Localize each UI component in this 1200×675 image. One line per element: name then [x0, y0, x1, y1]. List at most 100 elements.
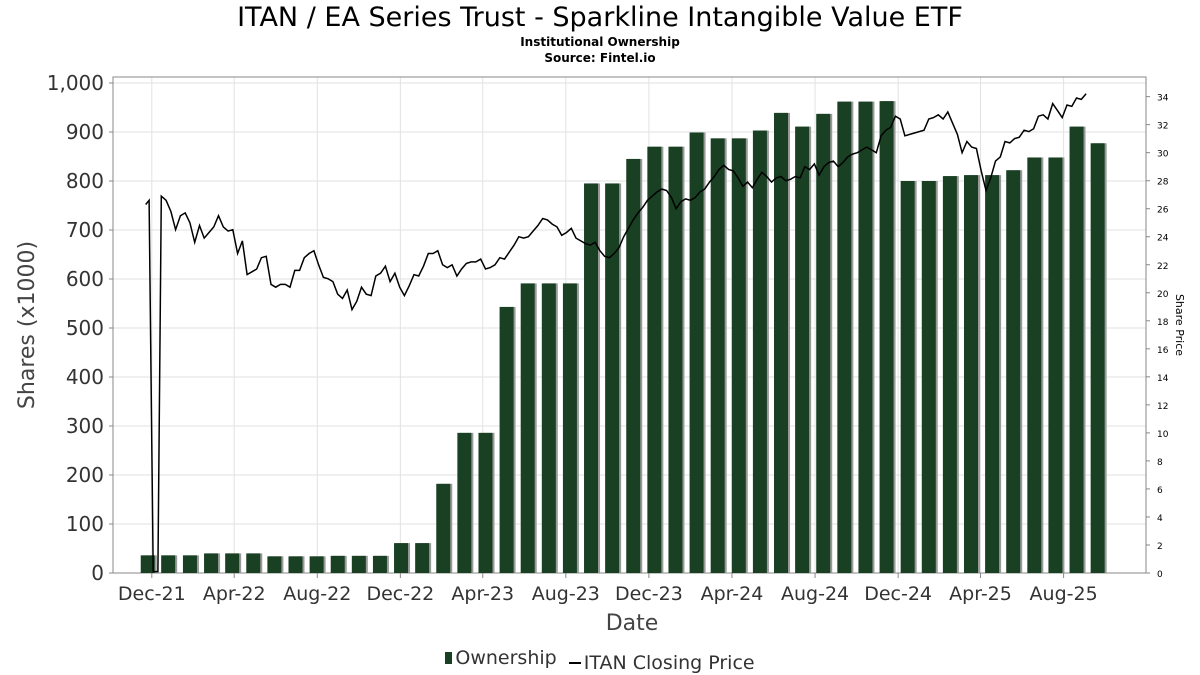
x-tick-label: Dec-24: [864, 583, 932, 605]
ownership-bar: [1006, 170, 1021, 573]
y2-tick-label: 32: [1157, 122, 1168, 132]
ownership-bar: [963, 175, 978, 573]
y-tick-label: 1,000: [47, 71, 104, 95]
ownership-bar: [541, 283, 556, 573]
ownership-bar: [562, 283, 577, 573]
ownership-bar: [900, 181, 915, 573]
ownership-bar: [225, 553, 240, 573]
price-line: [145, 93, 1087, 573]
ownership-bars: [140, 101, 1107, 574]
left-axis: 0 100 200 300 400 500 600 700 800 900 1,000: [47, 71, 113, 585]
ownership-bar: [394, 543, 409, 573]
legend-bar-swatch: [445, 652, 453, 664]
y2-tick-label: 14: [1157, 374, 1169, 384]
ownership-bar: [942, 176, 957, 573]
ownership-bar: [710, 138, 725, 573]
ownership-bar: [267, 556, 282, 573]
ownership-bar: [246, 553, 261, 573]
y-tick-label: 500: [66, 316, 104, 340]
x-tick-label: Apr-25: [949, 583, 1012, 605]
y2-tick-label: 24: [1157, 234, 1169, 244]
price-line-group: [145, 93, 1087, 573]
legend-label-price: ITAN Closing Price: [583, 652, 755, 674]
ownership-bar: [626, 158, 641, 573]
ownership-bar: [372, 555, 387, 573]
y2-tick-label: 28: [1157, 178, 1169, 188]
y2-axis-label: Share Price: [1173, 294, 1186, 356]
ownership-bar: [436, 483, 451, 573]
ownership-bar: [140, 555, 155, 573]
ownership-bar: [415, 543, 430, 573]
ownership-bar: [752, 130, 767, 573]
x-tick-label: Aug-24: [781, 583, 849, 605]
ownership-bar: [309, 556, 324, 573]
y2-tick-label: 10: [1157, 430, 1169, 440]
ownership-bar: [858, 101, 873, 574]
ownership-bar: [584, 183, 599, 573]
x-tick-label: Apr-23: [451, 583, 514, 605]
legend-item-ownership: Ownership: [445, 647, 557, 669]
y2-tick-label: 8: [1157, 458, 1163, 468]
x-axis-label: Date: [606, 611, 659, 636]
y-tick-label: 700: [66, 218, 104, 242]
y-tick-label: 200: [66, 463, 104, 487]
ownership-bar: [520, 283, 535, 573]
x-tick-label: Dec-22: [366, 583, 434, 605]
y-tick-label: 900: [66, 120, 104, 144]
y2-tick-label: 22: [1157, 262, 1168, 272]
y2-tick-label: 18: [1157, 318, 1169, 328]
ownership-bar: [774, 112, 789, 573]
ownership-bar: [1069, 126, 1084, 574]
x-tick-label: Dec-21: [118, 583, 186, 605]
ownership-bar: [647, 146, 662, 573]
y2-tick-label: 34: [1157, 94, 1169, 104]
ownership-bar: [985, 175, 1000, 573]
y2-tick-label: 20: [1157, 290, 1169, 300]
legend-line-swatch: [568, 662, 581, 664]
x-tick-label: Apr-24: [701, 583, 764, 605]
y2-tick-label: 12: [1157, 402, 1168, 412]
ownership-bar: [689, 132, 704, 574]
y-tick-label: 300: [66, 414, 104, 438]
ownership-bar: [478, 432, 493, 573]
y2-tick-label: 4: [1157, 514, 1163, 524]
chart-title: ITAN / EA Series Trust - Sparkline Intan…: [237, 2, 963, 33]
y2-tick-label: 6: [1157, 486, 1163, 496]
chart-subtitle: Institutional Ownership: [520, 35, 680, 49]
ownership-bar: [499, 306, 514, 573]
ownership-bar: [1048, 157, 1063, 574]
y-tick-label: 0: [91, 561, 104, 585]
ownership-bar: [668, 146, 683, 573]
chart-source: Source: Fintel.io: [544, 51, 656, 65]
ownership-bar: [161, 555, 176, 573]
ownership-bar: [330, 555, 345, 573]
y2-tick-label: 2: [1157, 542, 1163, 552]
y-tick-label: 400: [66, 365, 104, 389]
y2-tick-label: 0: [1157, 570, 1163, 580]
ownership-bar: [351, 555, 366, 573]
y-tick-label: 600: [66, 267, 104, 291]
x-tick-label: Aug-23: [532, 583, 600, 605]
ownership-bar: [921, 181, 936, 573]
ownership-bar: [816, 113, 831, 574]
y-axis-label: Shares (x1000): [15, 241, 40, 409]
y-tick-label: 800: [66, 169, 104, 193]
ownership-bar: [182, 555, 197, 573]
ownership-bar: [1090, 143, 1105, 573]
x-tick-label: Aug-22: [283, 583, 351, 605]
y2-tick-label: 16: [1157, 346, 1169, 356]
x-axis: Dec-21 Apr-22 Aug-22 Dec-22 Apr-23 Aug-23 Dec-…: [118, 573, 1098, 605]
y2-tick-label: 26: [1157, 206, 1169, 216]
legend-item-price: ITAN Closing Price: [568, 652, 755, 674]
ownership-bar: [288, 556, 303, 573]
x-tick-label: Dec-23: [615, 583, 683, 605]
ownership-bar: [204, 553, 219, 573]
ownership-bar: [837, 101, 852, 574]
x-tick-label: Apr-22: [203, 583, 266, 605]
legend-label-ownership: Ownership: [455, 647, 557, 669]
ownership-bar: [879, 101, 894, 573]
y-tick-label: 100: [66, 512, 104, 536]
ownership-bar: [1027, 157, 1042, 574]
